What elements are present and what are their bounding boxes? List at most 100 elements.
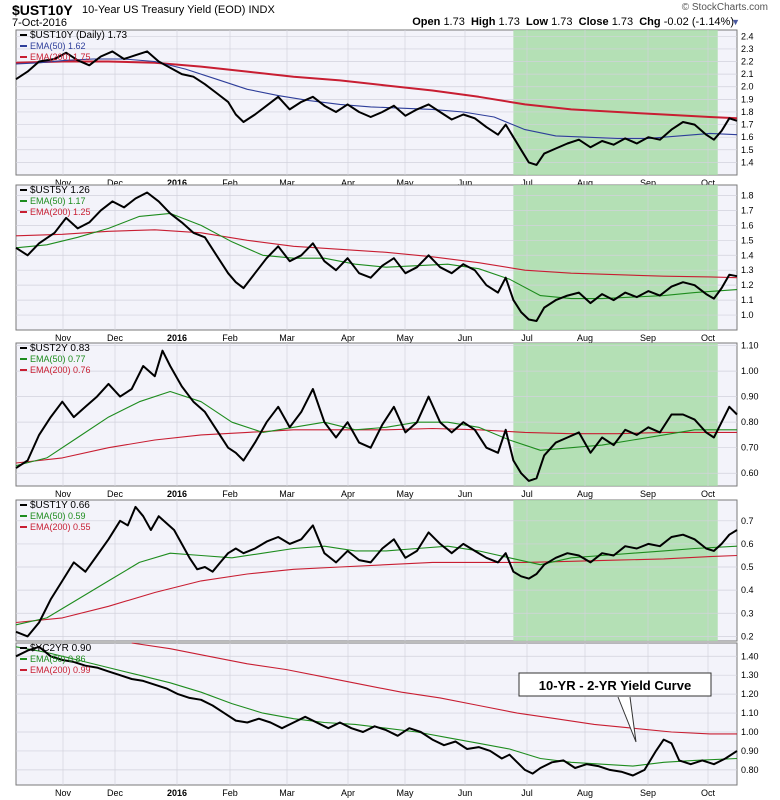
series-line-ema50: [15, 390, 737, 467]
x-tick-label: May: [396, 489, 414, 499]
quote-dropdown-icon[interactable]: ▼: [731, 17, 740, 27]
x-tick-label: Oct: [701, 178, 716, 188]
series-line-ema50: [15, 212, 738, 300]
annotation-pointer: [617, 696, 637, 743]
legend-entry: EMA(200) 1.25: [30, 207, 91, 217]
y-tick-label: 0.70: [741, 443, 759, 453]
y-tick-label: 1.00: [741, 727, 759, 737]
y-tick-label: 2.1: [741, 69, 754, 79]
legend-entry: EMA(200) 0.55: [30, 522, 91, 532]
y-tick-label: 2.2: [741, 57, 754, 67]
x-tick-label: Jun: [458, 178, 473, 188]
legend-entry: EMA(50) 1.62: [30, 41, 86, 51]
chart-date: 7-Oct-2016: [12, 17, 68, 29]
y-tick-label: 1.00: [741, 366, 759, 376]
panel-frame: [15, 642, 738, 786]
x-tick-label: Oct: [701, 333, 716, 343]
x-tick-label: Jul: [521, 333, 533, 343]
y-tick-label: 0.60: [741, 468, 759, 478]
x-tick-label: May: [396, 178, 414, 188]
series-line-ema200: [15, 60, 738, 120]
y-tick-label: 1.2: [741, 280, 754, 290]
exchange-label: INDX: [248, 4, 275, 16]
legend-entry: $UST1Y 0.66: [30, 500, 90, 511]
y-tick-label: 1.8: [741, 190, 754, 200]
x-tick-label: Dec: [107, 178, 124, 188]
brand-watermark: © StockCharts.com: [681, 2, 768, 13]
legend-entry: EMA(200) 0.99: [30, 665, 91, 675]
y-tick-label: 0.90: [741, 392, 759, 402]
x-tick-label: Feb: [222, 178, 238, 188]
series-line-ema200: [131, 642, 737, 735]
x-tick-label: 2016: [167, 788, 187, 798]
x-tick-label: Feb: [222, 489, 238, 499]
y-tick-label: 1.7: [741, 205, 754, 215]
open-label: Open: [412, 16, 441, 28]
legend-entry: $UST2Y 0.83: [30, 343, 90, 354]
x-tick-label: Oct: [701, 788, 716, 798]
symbol-title: $UST10Y: [12, 2, 73, 18]
y-tick-label: 0.80: [741, 417, 759, 427]
series-line-price: [15, 645, 738, 777]
series-line-ema200: [15, 554, 738, 624]
x-tick-label: Sep: [640, 333, 656, 343]
series-line-price: [15, 50, 738, 166]
series-line-price: [15, 505, 738, 638]
y-tick-label: 1.40: [741, 651, 759, 661]
series-line-ema50: [15, 646, 738, 767]
x-tick-label: Jun: [458, 788, 473, 798]
legend-entry: EMA(50) 0.77: [30, 354, 86, 364]
x-tick-label: Aug: [577, 333, 593, 343]
annotation-text: 10-YR - 2-YR Yield Curve: [539, 678, 691, 693]
chart-header: $UST10Y 10-Year US Treasury Yield (EOD) …: [0, 0, 780, 30]
y-tick-label: 0.5: [741, 562, 754, 572]
legend-entry: EMA(50) 1.17: [30, 196, 86, 206]
y-tick-label: 1.30: [741, 670, 759, 680]
x-tick-label: Aug: [577, 178, 593, 188]
y-tick-label: 1.7: [741, 120, 754, 130]
y-tick-label: 0.2: [741, 631, 754, 641]
y-tick-label: 1.8: [741, 107, 754, 117]
security-name: 10-Year US Treasury Yield (EOD) INDX: [82, 4, 275, 16]
y-tick-label: 1.1: [741, 295, 754, 305]
open-value: 1.73: [443, 16, 465, 28]
series-line-ema200: [15, 229, 738, 279]
x-tick-label: Nov: [55, 178, 72, 188]
low-label: Low: [526, 16, 549, 28]
y-tick-label: 1.6: [741, 132, 754, 142]
x-tick-label: Nov: [55, 489, 72, 499]
legend-entry: $UST5Y 1.26: [30, 185, 90, 196]
y-tick-label: 1.10: [741, 341, 759, 351]
x-tick-label: Dec: [107, 788, 124, 798]
series-line-price: [15, 191, 738, 322]
change-label: Chg: [639, 16, 661, 28]
x-tick-label: Apr: [341, 489, 355, 499]
x-tick-label: Jun: [458, 333, 473, 343]
y-tick-label: 1.3: [741, 265, 754, 275]
x-tick-label: 2016: [167, 178, 187, 188]
highlight-region: [513, 30, 718, 175]
low-value: 1.73: [551, 16, 573, 28]
x-tick-label: May: [396, 788, 414, 798]
x-tick-label: Apr: [341, 333, 355, 343]
close-value: 1.73: [611, 16, 634, 28]
y-tick-label: 2.3: [741, 44, 754, 54]
x-tick-label: Oct: [701, 489, 716, 499]
x-tick-label: Jul: [521, 788, 533, 798]
highlight-region: [513, 500, 718, 641]
y-tick-label: 2.4: [741, 31, 754, 41]
x-tick-label: Mar: [279, 788, 295, 798]
annotation-box: [518, 672, 712, 697]
x-tick-label: May: [396, 333, 414, 343]
x-tick-label: Jun: [458, 489, 473, 499]
x-tick-label: 2016: [167, 333, 187, 343]
x-tick-label: Nov: [55, 333, 72, 343]
x-tick-label: Apr: [341, 178, 355, 188]
y-tick-label: 1.5: [741, 235, 754, 245]
y-tick-label: 1.5: [741, 145, 754, 155]
y-tick-label: 1.4: [741, 157, 754, 167]
x-tick-label: Mar: [279, 333, 295, 343]
x-tick-label: Dec: [107, 489, 124, 499]
x-tick-label: 2016: [167, 489, 187, 499]
